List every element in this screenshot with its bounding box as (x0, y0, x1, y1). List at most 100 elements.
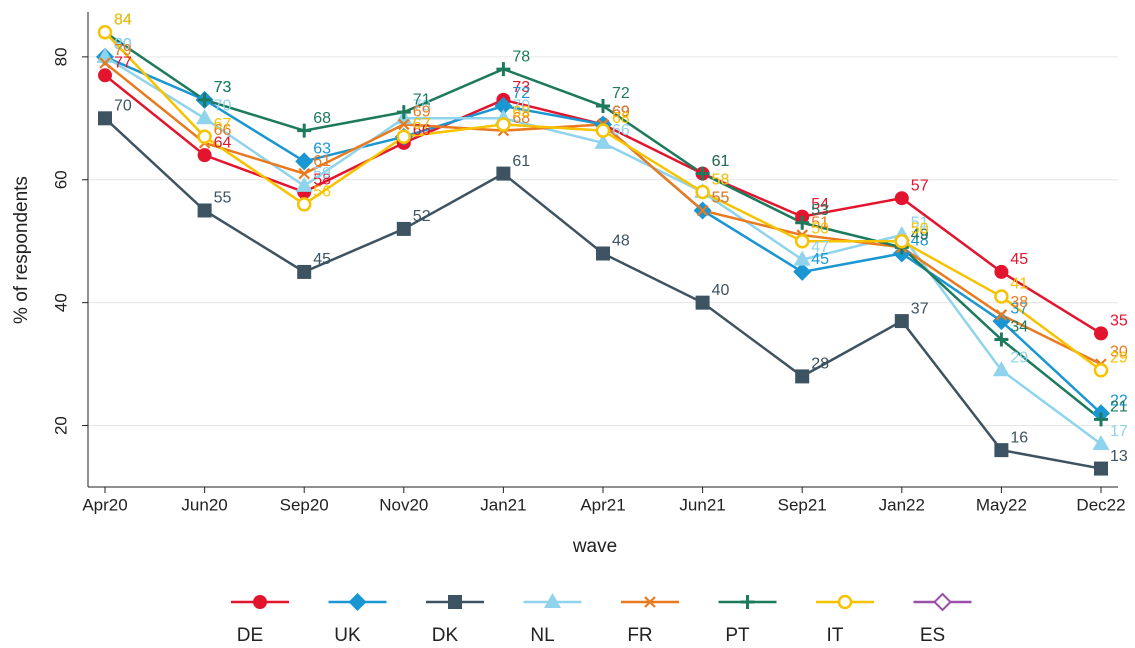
data-label: 48 (612, 233, 630, 250)
series-line (104, 31, 1102, 421)
data-label: 37 (1010, 300, 1028, 317)
data-point (296, 197, 312, 212)
data-label: 58 (712, 171, 730, 188)
data-point (994, 264, 1009, 279)
data-label: 21 (1110, 399, 1128, 416)
data-label: 58 (313, 171, 331, 188)
data-point (98, 68, 112, 83)
data-point (196, 109, 214, 125)
data-point (496, 62, 511, 77)
data-point (596, 99, 610, 114)
data-label: 17 (1110, 423, 1128, 440)
legend-label: DK (432, 625, 459, 646)
data-label: 40 (712, 282, 730, 299)
data-point (793, 250, 811, 266)
data-point (794, 233, 810, 249)
data-label: 55 (214, 190, 232, 207)
data-label: 67 (413, 116, 431, 133)
data-point (396, 105, 411, 120)
x-tick-label: Nov20 (379, 495, 428, 514)
data-label: 72 (512, 85, 530, 102)
legend-marker (933, 592, 952, 612)
data-label: 54 (811, 196, 829, 213)
data-point (197, 92, 212, 107)
data-label: 50 (911, 220, 929, 237)
legend-marker (348, 593, 367, 611)
data-point (98, 111, 112, 126)
data-point (295, 176, 313, 192)
data-label: 78 (512, 48, 530, 65)
data-point (396, 129, 412, 144)
data-label: 55 (712, 190, 730, 207)
data-point (1092, 434, 1110, 450)
data-point (197, 148, 212, 163)
data-point (99, 57, 111, 69)
data-point (695, 166, 710, 181)
data-label: 67 (214, 116, 232, 133)
data-label: 69 (612, 104, 630, 121)
data-point (297, 264, 312, 279)
data-point (1093, 362, 1109, 378)
data-label: 79 (114, 42, 132, 59)
data-label: 56 (313, 184, 331, 201)
legend-label: UK (334, 625, 361, 646)
legend-label: NL (530, 625, 554, 646)
data-label: 67 (413, 116, 431, 133)
data-label: 71 (413, 91, 431, 108)
legend-marker (740, 595, 755, 609)
data-label: 64 (214, 134, 232, 151)
x-axis-title: wave (572, 536, 617, 557)
data-label: 68 (612, 110, 630, 127)
data-label: 66 (413, 122, 431, 139)
x-tick-label: Jan21 (480, 495, 526, 514)
data-point (994, 332, 1009, 347)
legend-marker (644, 596, 656, 608)
data-label: 53 (811, 202, 829, 219)
legend-marker (253, 595, 267, 609)
data-point (994, 289, 1009, 304)
x-tick-label: Sep21 (778, 495, 827, 514)
data-point (494, 97, 513, 116)
data-point (1094, 412, 1108, 427)
data-label: 51 (811, 214, 829, 231)
data-label: 45 (811, 251, 829, 268)
data-point (297, 123, 312, 138)
data-label: 16 (1010, 429, 1028, 446)
data-label: 45 (313, 251, 331, 268)
data-point (396, 221, 411, 236)
data-label: 80 (114, 36, 132, 53)
data-label: 72 (612, 85, 630, 102)
data-label: 49 (911, 227, 929, 244)
data-label: 69 (612, 104, 630, 121)
data-label: 61 (512, 153, 530, 170)
y-tick-label: 60 (51, 170, 70, 189)
data-label: 73 (512, 79, 530, 96)
data-point (992, 361, 1010, 377)
data-point (97, 25, 113, 40)
legend-marker (837, 594, 853, 610)
data-label: 28 (811, 356, 829, 373)
data-point (994, 443, 1009, 458)
data-point (1094, 326, 1108, 341)
data-label: 61 (712, 153, 730, 170)
data-label: 68 (512, 110, 530, 127)
data-label: 30 (1110, 343, 1128, 360)
data-point (197, 129, 212, 144)
data-label: 55 (712, 190, 730, 207)
data-point (695, 295, 710, 310)
data-label: 58 (712, 171, 730, 188)
data-point (496, 166, 511, 181)
series-line (104, 31, 1102, 372)
data-label: 47 (811, 239, 829, 256)
data-label: 84 (114, 11, 132, 28)
data-label: 77 (114, 55, 132, 72)
data-label: 51 (911, 214, 929, 231)
legend-label: FR (627, 625, 652, 646)
data-label: 61 (712, 153, 730, 170)
data-point (1094, 461, 1108, 476)
x-tick-label: Dec22 (1076, 495, 1125, 514)
data-label: 49 (911, 227, 929, 244)
data-label: 69 (413, 104, 431, 121)
data-label: 80 (114, 36, 132, 53)
